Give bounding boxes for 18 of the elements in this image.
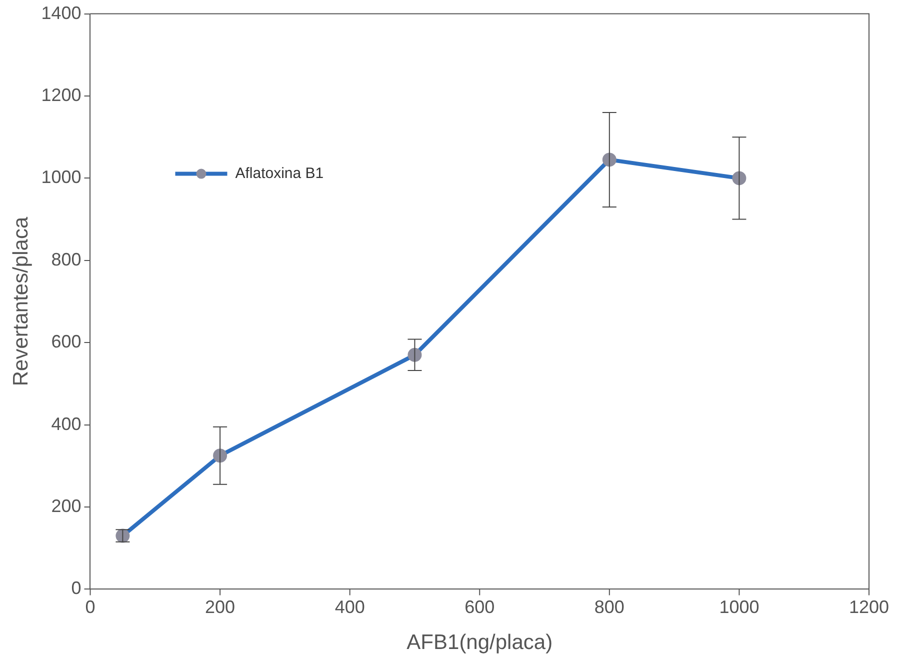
legend-label: Aflatoxina B1 — [235, 164, 324, 182]
y-tick-label: 200 — [51, 496, 82, 516]
y-tick-label: 1200 — [41, 84, 82, 105]
y-axis-title: Revertantes/placa — [9, 216, 32, 386]
x-tick-label: 800 — [594, 596, 624, 617]
x-tick-label: 200 — [205, 596, 236, 617]
x-tick-label: 400 — [334, 596, 365, 617]
x-tick-label: 1200 — [848, 596, 890, 617]
y-tick-label: 800 — [51, 249, 82, 270]
y-tick-label: 1400 — [41, 2, 82, 23]
y-tick-label: 400 — [51, 414, 82, 434]
x-tick-label: 0 — [85, 596, 96, 617]
y-tick-label: 600 — [51, 332, 82, 352]
x-tick-label: 600 — [464, 596, 495, 617]
y-tick-label: 1000 — [41, 167, 82, 188]
y-tick-label: 0 — [71, 578, 82, 598]
x-tick-label: 1000 — [719, 596, 760, 617]
x-axis-title: AFB1(ng/placa) — [406, 631, 553, 654]
